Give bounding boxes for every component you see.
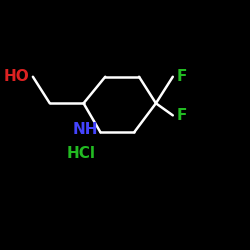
Text: F: F	[176, 108, 187, 123]
Text: HO: HO	[4, 69, 29, 84]
Text: HCl: HCl	[66, 146, 96, 162]
Text: F: F	[176, 69, 187, 84]
Text: NH: NH	[72, 122, 98, 137]
